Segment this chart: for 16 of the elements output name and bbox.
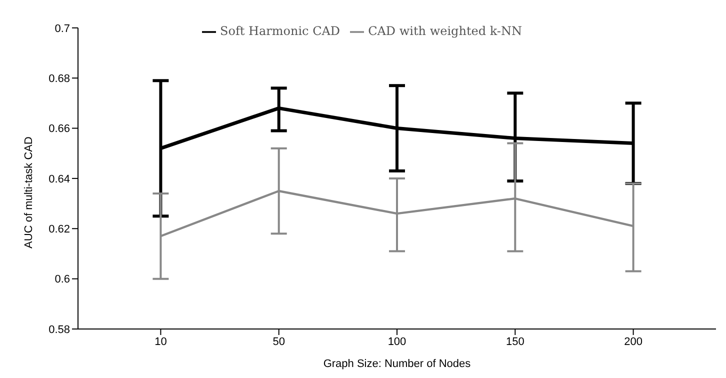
legend-label: Soft Harmonic CAD	[220, 24, 340, 38]
y-tick-label: 0.66	[48, 123, 70, 136]
y-tick-label: 0.7	[54, 22, 70, 35]
y-tick-label: 0.6	[54, 274, 70, 286]
x-tick-label: 150	[506, 336, 524, 348]
legend-label: CAD with weighted k-NN	[368, 24, 522, 38]
x-tick-label: 200	[624, 336, 642, 348]
y-tick-label: 0.62	[48, 224, 70, 236]
y-tick-label: 0.68	[48, 72, 70, 85]
x-tick-label: 100	[388, 336, 406, 348]
x-tick-label: 50	[272, 336, 285, 348]
y-tick-label: 0.64	[48, 173, 70, 186]
x-axis-title: Graph Size: Number of Nodes	[323, 358, 472, 370]
y-tick-label: 0.58	[48, 324, 70, 336]
y-axis-title: AUC of multi-task CAD	[22, 136, 35, 248]
x-tick-label: 10	[154, 336, 167, 348]
